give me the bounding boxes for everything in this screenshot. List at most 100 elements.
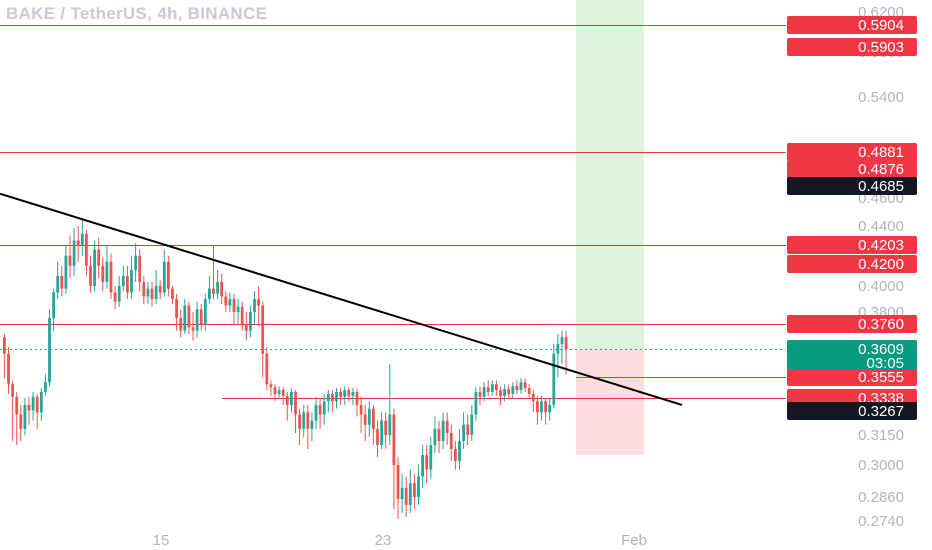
candle <box>486 380 490 396</box>
price-tag-1: 0.5903 <box>787 38 917 56</box>
y-tick-label-2: 0.5400 <box>858 89 904 106</box>
candle-body <box>179 318 183 331</box>
candle-body <box>240 306 244 324</box>
price-tag-7: 0.3760 <box>787 315 917 333</box>
candle <box>285 392 289 421</box>
candle <box>372 404 375 445</box>
price-tag-box <box>787 402 917 420</box>
candle <box>249 305 252 338</box>
candle <box>269 380 273 396</box>
candle <box>64 245 68 294</box>
candle-body <box>322 401 326 415</box>
candle <box>380 412 383 449</box>
y-tick-label-9: 0.2860 <box>858 489 904 506</box>
candle <box>548 397 552 421</box>
candle-body <box>335 392 338 402</box>
position-zones <box>576 0 644 455</box>
candle <box>515 380 519 394</box>
candle <box>23 397 27 435</box>
candle-body <box>72 240 76 266</box>
candle-body <box>367 408 371 425</box>
candle-body <box>482 387 486 397</box>
candle-body <box>113 292 117 302</box>
candle-body <box>495 384 498 391</box>
candle-body <box>548 404 552 413</box>
candle <box>556 333 560 378</box>
candle-body <box>244 324 248 331</box>
candle-body <box>478 392 482 397</box>
candle <box>429 437 433 479</box>
candle <box>441 412 445 449</box>
candle-body <box>445 420 449 433</box>
candle <box>113 286 117 310</box>
candle <box>277 386 281 398</box>
candle-body <box>134 255 137 270</box>
candle <box>265 347 269 391</box>
price-tag-label: 0.5904 <box>858 17 904 34</box>
candle <box>367 401 371 437</box>
candle-body <box>48 318 51 383</box>
candle <box>199 304 203 331</box>
candle <box>261 301 265 378</box>
x-tick-label-0: 15 <box>153 532 170 549</box>
candle <box>326 390 330 413</box>
candle <box>109 253 113 299</box>
candle <box>162 249 166 297</box>
candle-body <box>285 395 289 405</box>
candle <box>244 312 248 341</box>
candle-body <box>564 337 568 349</box>
candle-body <box>474 392 478 415</box>
candle-body <box>486 387 490 392</box>
y-tick-label-4: 0.4400 <box>858 218 904 235</box>
candle <box>117 275 121 307</box>
candle <box>298 408 301 445</box>
current-price-value: 0.3609 <box>858 341 904 358</box>
candle <box>519 378 523 394</box>
candle-body <box>138 255 142 282</box>
candle <box>355 389 359 417</box>
candle <box>281 387 285 405</box>
price-tag-8: 0.3555 <box>787 368 917 386</box>
candle <box>220 273 224 305</box>
candle-body <box>441 420 445 441</box>
candle-body <box>216 281 219 294</box>
candle-body <box>191 327 195 331</box>
candle-body <box>531 393 535 402</box>
candle-body <box>80 233 84 246</box>
candle <box>130 255 133 299</box>
candle <box>89 255 92 293</box>
candle <box>294 390 297 433</box>
candle-body <box>380 420 383 445</box>
candle-body <box>150 288 154 299</box>
candle <box>101 257 105 292</box>
candle-body <box>372 408 375 429</box>
candle <box>413 474 416 509</box>
candle <box>187 301 191 334</box>
candle <box>396 457 400 519</box>
candle <box>449 424 453 461</box>
candle-body <box>56 275 60 293</box>
candle-body <box>60 275 64 289</box>
candle-body <box>203 299 207 324</box>
horizontal-levels <box>0 25 786 399</box>
price-tag-10: 0.3267 <box>787 402 917 420</box>
y-tick-label-10: 0.2740 <box>858 513 904 530</box>
candle <box>511 382 515 398</box>
candle <box>154 269 158 305</box>
price-tag-5: 0.4203 <box>787 236 917 254</box>
candle <box>417 465 420 505</box>
price-tag-box <box>787 38 917 56</box>
candle <box>19 404 23 441</box>
candle-body <box>363 414 367 425</box>
candle-body <box>183 305 187 331</box>
candle-body <box>121 275 125 286</box>
candle-body <box>421 455 424 477</box>
countdown-label: 03:05 <box>866 355 904 372</box>
candle-body <box>171 288 174 299</box>
candle-body <box>261 305 265 354</box>
candle-body <box>126 275 129 293</box>
candle-body <box>146 288 150 297</box>
